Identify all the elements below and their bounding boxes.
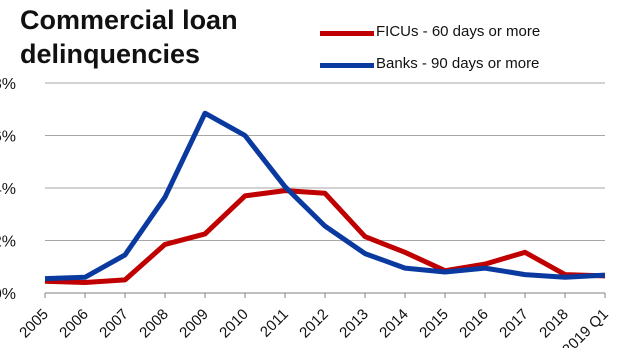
series-line-0 <box>44 188 606 285</box>
x-tick-label: 2018 <box>536 306 572 342</box>
legend-swatch-ficus <box>320 31 374 36</box>
y-tick-label: 8% <box>0 76 16 93</box>
chart-title-line-2: delinquencies <box>20 39 201 69</box>
x-tick-label: 2015 <box>416 306 452 342</box>
x-tick-label: 2019 Q1 <box>559 306 612 348</box>
x-tick-label: 2013 <box>336 306 372 342</box>
x-tick-label: 2006 <box>56 306 92 342</box>
x-tick-label: 2012 <box>296 306 332 342</box>
x-tick-label: 2011 <box>257 306 292 341</box>
x-tick-label: 2017 <box>496 306 532 342</box>
x-tick-label: 2007 <box>96 306 132 342</box>
legend-label-ficus: FICUs - 60 days or more <box>376 23 541 40</box>
x-tick-label: 2010 <box>216 306 252 342</box>
x-tick-label: 2016 <box>456 306 492 342</box>
x-tick-label: 2009 <box>176 306 212 342</box>
legend-swatch-banks <box>320 63 374 68</box>
x-tick-label: 2005 <box>16 306 52 342</box>
chart-title-line-1: Commercial loan <box>20 5 238 35</box>
y-tick-label: 0% <box>0 286 16 303</box>
y-tick-label: 4% <box>0 181 16 198</box>
y-tick-label: 6% <box>0 129 16 146</box>
series-line-1 <box>44 110 606 282</box>
legend-label-banks: Banks - 90 days or more <box>376 55 540 72</box>
x-tick-label: 2014 <box>376 306 412 342</box>
y-tick-label: 2% <box>0 234 16 251</box>
x-tick-label: 2008 <box>136 306 172 342</box>
